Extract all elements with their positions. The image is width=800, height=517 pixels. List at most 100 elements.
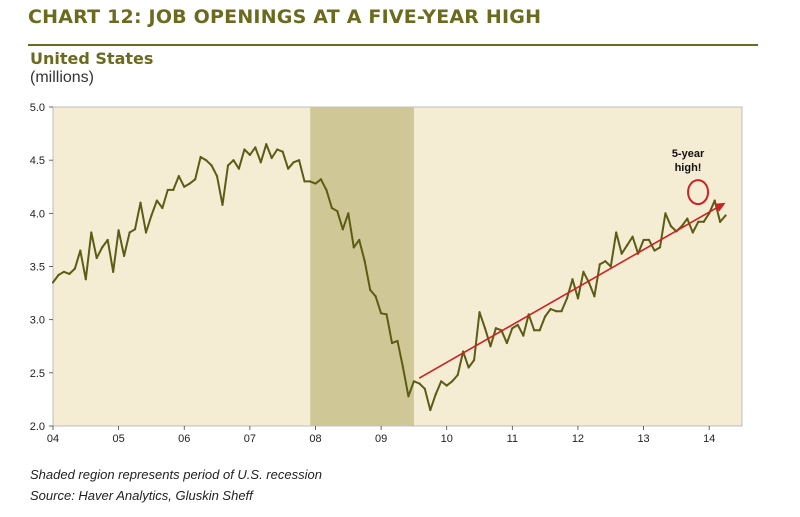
series-point — [177, 175, 180, 178]
x-tick-label: 14 — [703, 433, 715, 445]
series-points — [51, 143, 727, 412]
series-point — [516, 323, 519, 327]
series-point — [418, 382, 421, 385]
y-tick-label: 5.0 — [30, 102, 45, 114]
series-point — [84, 278, 87, 281]
series-point — [609, 265, 612, 268]
series-point — [68, 272, 71, 276]
series-point — [412, 380, 416, 383]
series-point — [385, 313, 388, 316]
series-point — [642, 238, 645, 242]
series-point — [554, 310, 558, 313]
x-axis-ticks: 04 05 06 07 08 09 10 11 12 13 14 — [47, 426, 715, 445]
series-point — [358, 238, 361, 242]
series-point — [117, 229, 120, 232]
series-point — [90, 231, 93, 234]
series-point — [467, 366, 470, 369]
units-label: (millions) — [30, 69, 94, 86]
series-point — [560, 310, 563, 313]
x-tick-label: 09 — [375, 433, 387, 445]
series-point — [538, 329, 541, 332]
five-year-high-circle — [687, 179, 710, 206]
title-rule — [28, 44, 758, 46]
series-point — [172, 188, 175, 192]
series-point — [483, 327, 487, 330]
series-point — [330, 206, 333, 210]
series-point — [396, 339, 399, 343]
series-point — [347, 212, 350, 215]
trend-arrow-head — [714, 202, 726, 212]
series-point — [593, 295, 596, 298]
series-point — [369, 288, 372, 291]
series-point — [314, 182, 317, 185]
series-point — [631, 235, 634, 238]
series-point — [226, 164, 230, 167]
series-point — [57, 273, 60, 277]
x-tick-label: 04 — [47, 433, 59, 445]
series-point — [582, 270, 585, 273]
series-point — [199, 155, 202, 159]
series-point — [122, 254, 126, 257]
series-point — [325, 188, 328, 192]
series-point — [166, 188, 169, 192]
series-point — [232, 159, 235, 162]
series-point — [133, 228, 137, 231]
y-tick-label: 3.5 — [30, 262, 45, 274]
x-tick-label: 05 — [112, 433, 124, 445]
series-point — [697, 220, 700, 223]
series-point — [451, 380, 454, 383]
series-point — [248, 153, 251, 156]
series-point — [188, 182, 191, 185]
series-point — [489, 345, 492, 348]
recession-shade — [310, 107, 414, 426]
series-point — [423, 387, 426, 390]
series-point — [243, 148, 246, 151]
series-point — [281, 150, 284, 153]
series-point — [276, 148, 279, 151]
series-point — [352, 246, 355, 249]
series-point — [254, 146, 257, 149]
series-point — [297, 159, 301, 162]
x-tick-label: 12 — [572, 433, 584, 445]
series-point — [615, 231, 618, 234]
series-point — [494, 327, 498, 330]
series-point — [292, 161, 295, 164]
y-tick-label: 4.5 — [30, 155, 45, 167]
series-point — [303, 180, 306, 183]
series-point — [598, 263, 601, 266]
series-point — [620, 252, 623, 255]
y-tick-label: 4.0 — [30, 208, 45, 220]
series-point — [79, 249, 82, 252]
series-point — [62, 270, 66, 273]
series-point — [270, 156, 273, 160]
series-point — [533, 329, 536, 332]
series-point — [106, 238, 109, 242]
series-point — [112, 270, 115, 273]
series-point — [724, 214, 727, 217]
chart-subtitle: United States — [30, 49, 154, 68]
series-point — [374, 295, 377, 298]
series-point — [221, 203, 224, 206]
y-tick-label: 2.0 — [30, 421, 45, 433]
series-point — [544, 315, 547, 318]
series-point — [522, 334, 525, 337]
series-point — [456, 373, 459, 377]
series-point — [686, 217, 689, 220]
series-point — [265, 143, 268, 146]
annotation-line-1: 5-year — [672, 148, 705, 160]
series-point — [429, 408, 432, 412]
series-point — [128, 231, 131, 234]
y-tick-label: 3.0 — [30, 315, 45, 327]
series-point — [363, 260, 366, 263]
series-point — [653, 249, 656, 252]
series-point — [287, 167, 290, 170]
chart-title: CHART 12: JOB OPENINGS AT A FIVE-YEAR HI… — [28, 6, 542, 28]
series-point — [259, 161, 262, 164]
series-point — [505, 341, 508, 345]
x-tick-label: 13 — [637, 433, 649, 445]
recession-note: Shaded region represents period of U.S. … — [30, 467, 322, 482]
series-point — [713, 199, 716, 202]
series-point — [150, 214, 153, 217]
series-point — [664, 212, 667, 215]
series-point — [571, 278, 574, 281]
